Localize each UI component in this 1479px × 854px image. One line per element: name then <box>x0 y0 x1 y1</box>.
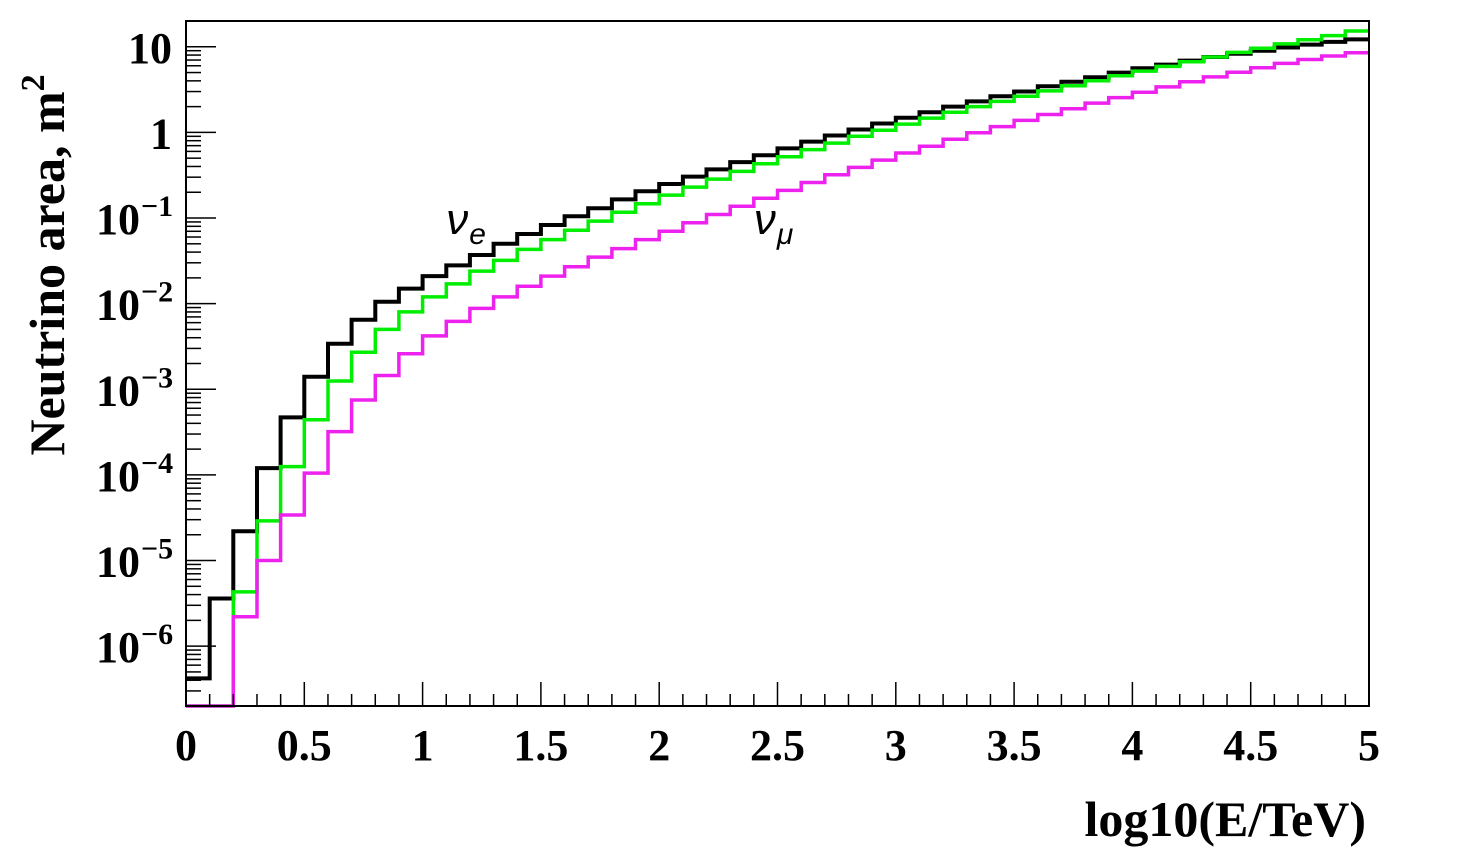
series-annotation-sub-1: e <box>469 218 486 251</box>
series-line-3 <box>186 51 1369 708</box>
y-tick-exponent: −4 <box>141 447 173 480</box>
series-line-2 <box>186 29 1369 708</box>
x-tick-label: 0 <box>175 721 197 770</box>
series-layer <box>186 29 1369 708</box>
x-tick-label: 4.5 <box>1223 721 1278 770</box>
x-tick-label: 2 <box>648 721 670 770</box>
y-tick-exponent: −6 <box>141 618 173 651</box>
y-tick-exponent: −2 <box>141 276 173 309</box>
y-tick-label: 10 <box>96 452 140 501</box>
y-tick-label: 10 <box>128 24 172 73</box>
y-tick-exponent: −1 <box>141 190 173 223</box>
series-annotation-2: ν <box>754 195 776 244</box>
series-annotation-1: ν <box>446 195 468 244</box>
x-tick-label: 0.5 <box>277 721 332 770</box>
x-tick-label: 2.5 <box>750 721 805 770</box>
y-tick-label: 10 <box>96 281 140 330</box>
x-tick-label: 1.5 <box>513 721 568 770</box>
x-tick-label: 3 <box>885 721 907 770</box>
x-tick-label: 3.5 <box>987 721 1042 770</box>
y-tick-exponent: −5 <box>141 533 173 566</box>
series-annotation-sub-2: μ <box>776 218 793 251</box>
y-tick-label: 10 <box>96 195 140 244</box>
x-tick-label: 4 <box>1121 721 1143 770</box>
y-tick-label: 10 <box>96 538 140 587</box>
x-axis-title: log10(E/TeV) <box>1085 791 1367 847</box>
labels-layer: 0 0.5 1 1.5 2 2.5 3 3.5 4 4.5 510110−110−210−310−4… <box>96 24 1380 770</box>
y-tick-exponent: −3 <box>141 361 173 394</box>
y-tick-label: 10 <box>96 366 140 415</box>
axes-layer <box>185 20 1370 707</box>
y-axis-title-sup: 2 <box>15 74 52 91</box>
x-tick-label: 5 <box>1358 721 1380 770</box>
y-tick-label: 1 <box>150 109 172 158</box>
y-axis-title-main: Neutrino area, m <box>19 91 75 455</box>
series-line-1 <box>186 37 1369 681</box>
y-axis-title: Neutrino area, m2 <box>15 74 75 455</box>
y-tick-label: 10 <box>96 623 140 672</box>
x-tick-label: 1 <box>412 721 434 770</box>
plot-frame <box>185 20 1370 707</box>
